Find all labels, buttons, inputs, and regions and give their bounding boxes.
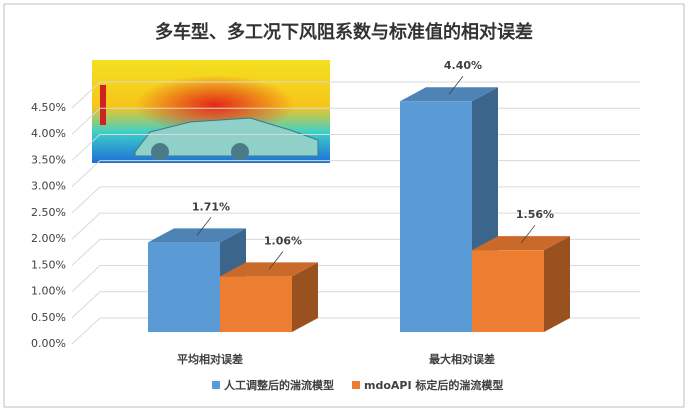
legend-swatch: [352, 381, 360, 389]
y-tick-label: 0.50%: [31, 311, 66, 324]
bar-side: [544, 236, 570, 332]
grid-line: [71, 81, 640, 109]
bar-side: [292, 262, 318, 332]
leader-line: [268, 251, 284, 270]
value-label: 1.56%: [516, 208, 554, 221]
leader-line: [520, 224, 536, 244]
value-label: 4.40%: [444, 59, 482, 72]
cfd-image: [92, 60, 330, 163]
chart-title: 多车型、多工况下风阻系数与标准值的相对误差: [155, 21, 533, 43]
leader-line: [448, 75, 464, 95]
y-tick-label: 2.50%: [31, 206, 66, 219]
y-tick-label: 3.50%: [31, 153, 66, 166]
legend-label: mdoAPI 标定后的湍流模型: [364, 378, 503, 392]
bar: [472, 250, 544, 332]
y-tick-label: 1.50%: [31, 258, 66, 271]
x-tick-label: 最大相对误差: [429, 352, 495, 366]
y-tick-label: 4.50%: [31, 101, 66, 114]
bar: [400, 101, 472, 332]
leader-line: [196, 217, 212, 236]
value-label: 1.06%: [264, 234, 302, 247]
y-tick-label: 4.00%: [31, 127, 66, 140]
y-tick-label: 2.00%: [31, 232, 66, 245]
bar: [148, 242, 220, 332]
x-tick-label: 平均相对误差: [177, 352, 243, 366]
bar: [220, 276, 292, 332]
y-tick-label: 0.00%: [31, 337, 66, 350]
legend-swatch: [212, 381, 220, 389]
value-label: 1.71%: [192, 200, 230, 213]
y-tick-label: 1.00%: [31, 285, 66, 298]
y-tick-label: 3.00%: [31, 180, 66, 193]
legend-label: 人工调整后的湍流模型: [224, 378, 334, 392]
